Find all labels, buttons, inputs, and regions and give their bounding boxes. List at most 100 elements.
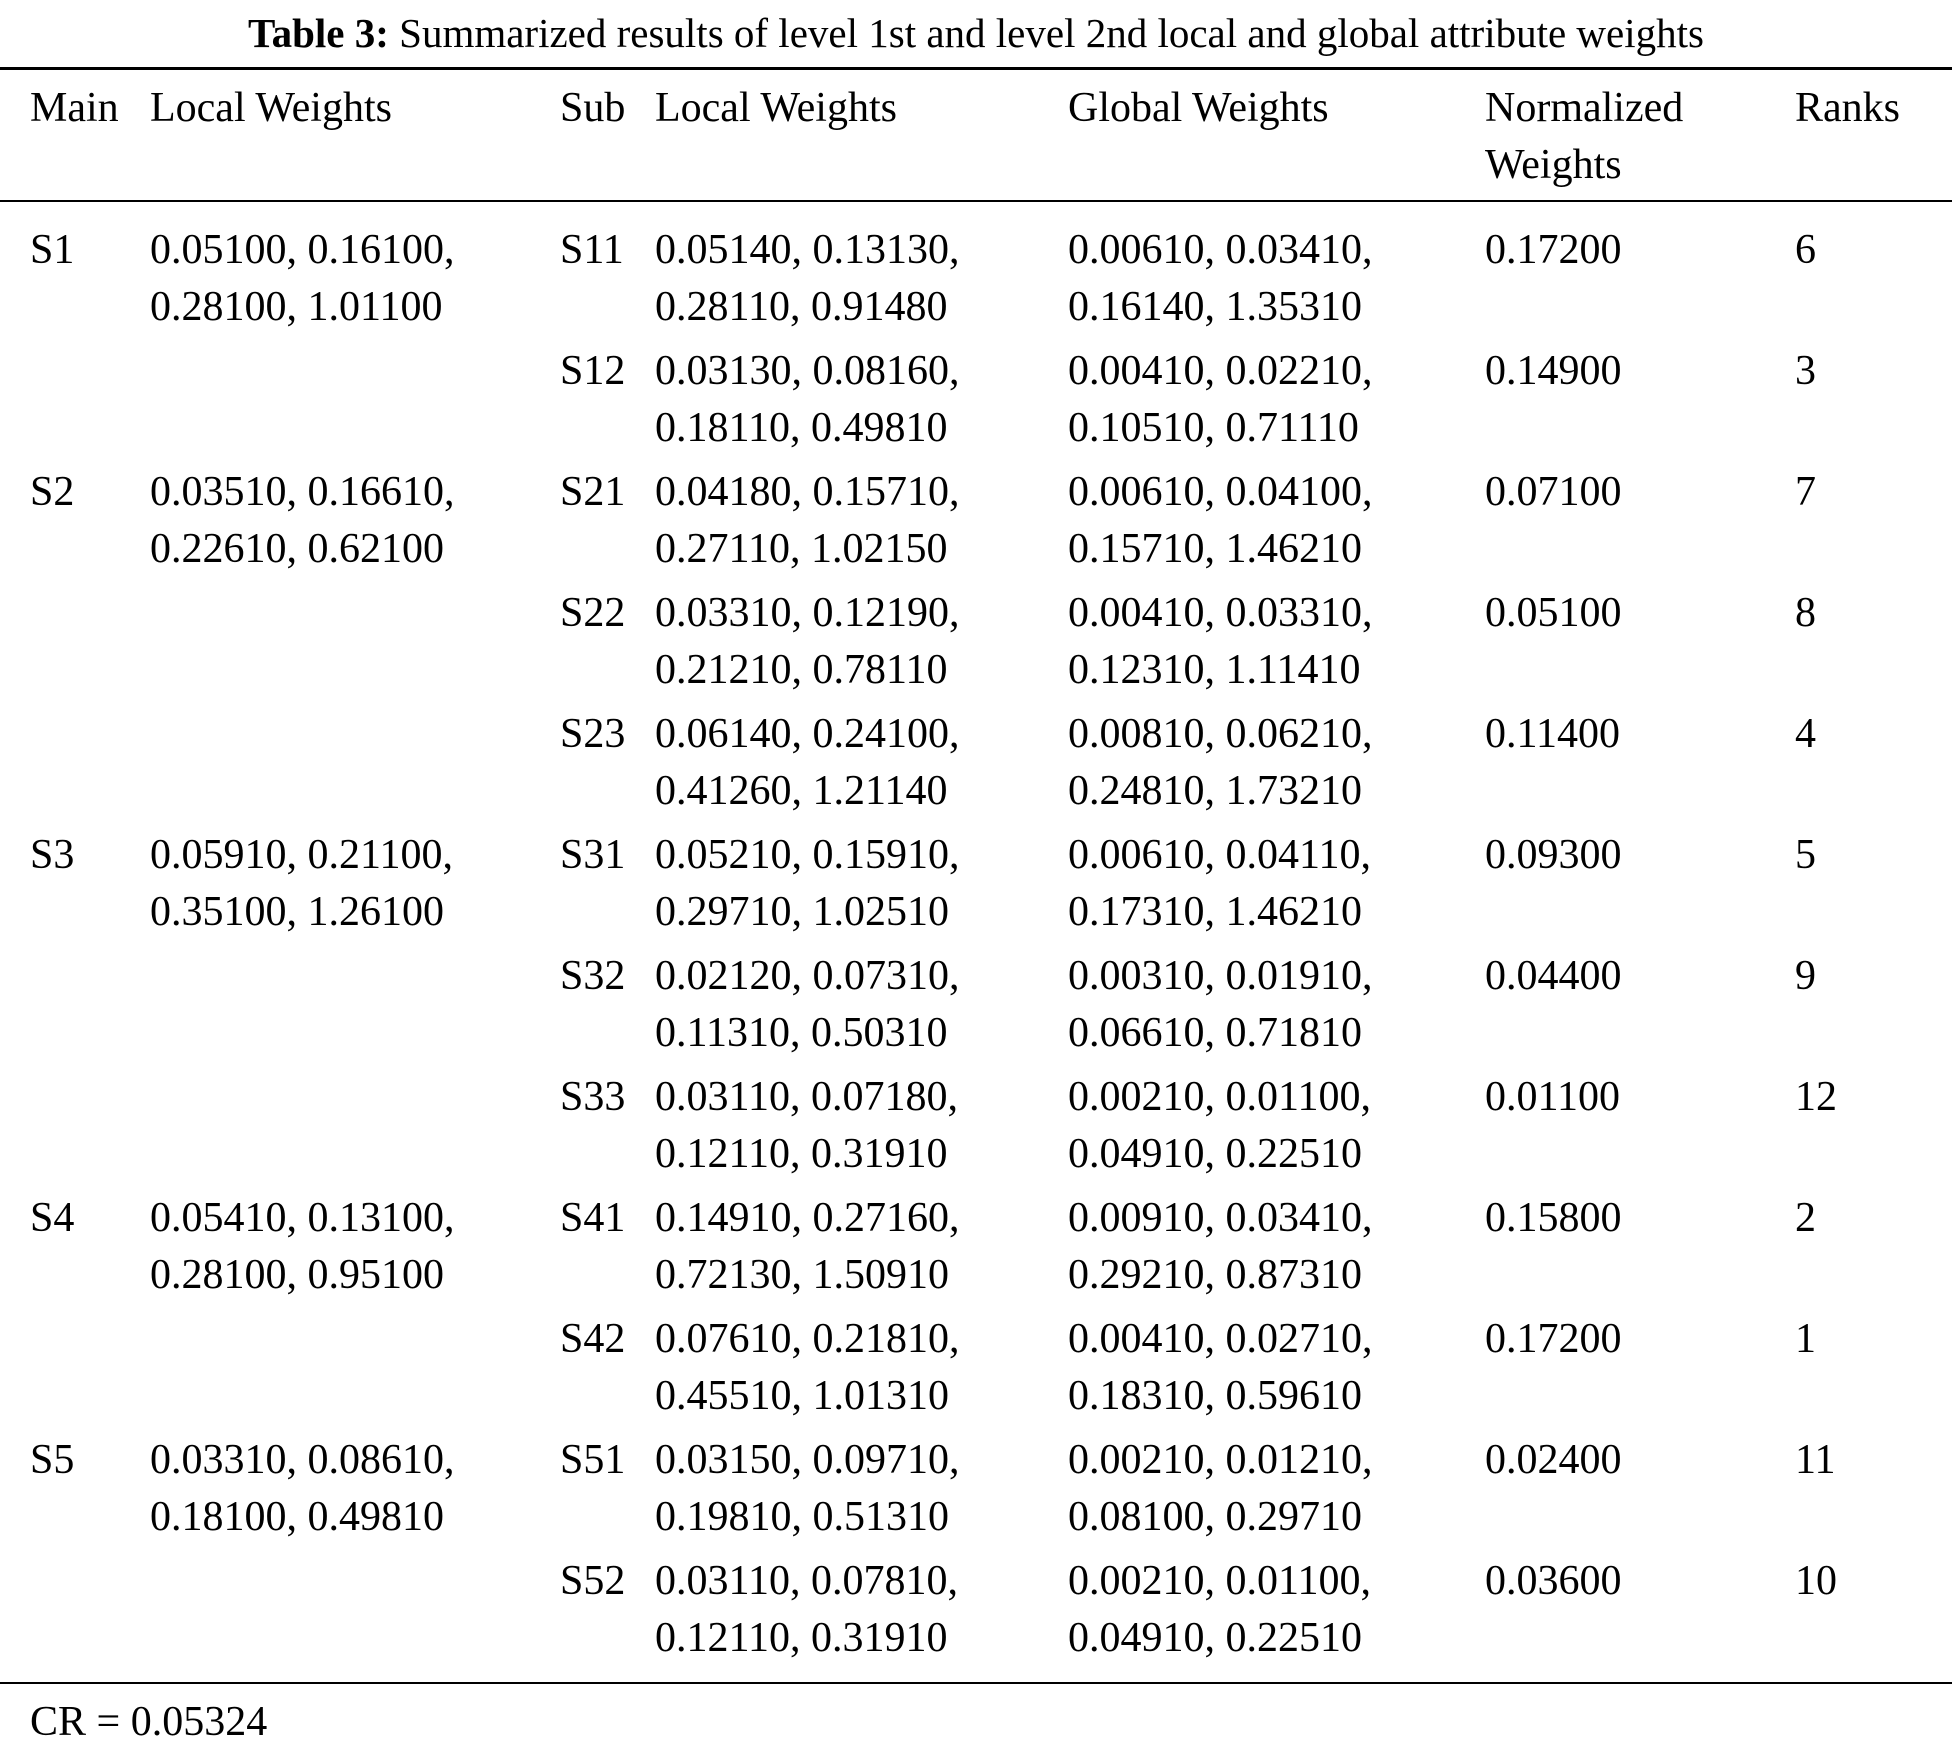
main-id-cell: S3 [30,832,75,878]
sub-local-weights-cell: 0.06140, 0.24100, 0.41260, 1.21140 [655,706,1068,820]
main-local-weights-cell: 0.03510, 0.16610, 0.22610, 0.62100 [150,464,560,578]
normalized-weights-cell: 0.15800 [1485,1195,1622,1241]
rank-cell: 4 [1795,711,1816,757]
table-body: S1 0.05100, 0.16100, 0.28100, 1.01100 S1… [0,202,1952,1682]
weights-line-2: 0.28110, 0.91480 [655,284,948,330]
weights-line-2: 0.18110, 0.49810 [655,405,948,451]
column-header-main: Main [30,85,119,131]
weights-line-2: 0.29210, 0.87310 [1068,1252,1362,1298]
weights-line-1: 0.00610, 0.03410, [1068,227,1373,273]
global-weights-cell: 0.00910, 0.03410, 0.29210, 0.87310 [1068,1190,1485,1304]
table-footer-rule [0,1682,1952,1684]
weights-line-1: 0.00810, 0.06210, [1068,711,1373,757]
main-id-cell: S5 [30,1437,75,1483]
normalized-weights-cell: 0.04400 [1485,953,1622,999]
main-id-cell [30,1311,150,1425]
table-row: S23 0.06140, 0.24100, 0.41260, 1.21140 0… [0,706,1952,820]
table-caption-text: Summarized results of level 1st and leve… [388,10,1704,56]
table-row: S42 0.07610, 0.21810, 0.45510, 1.01310 0… [0,1311,1952,1425]
main-local-weights-cell [150,1311,560,1425]
sub-id-cell: S31 [560,832,626,878]
weights-line-1: 0.00210, 0.01210, [1068,1437,1373,1483]
weights-line-2: 0.12310, 1.11410 [1068,647,1361,693]
weights-line-2: 0.11310, 0.50310 [655,1010,948,1056]
column-header-global-weights: Global Weights [1068,85,1329,131]
rank-cell: 12 [1795,1074,1837,1120]
sub-id-cell: S22 [560,590,626,636]
global-weights-cell: 0.00610, 0.04100, 0.15710, 1.46210 [1068,464,1485,578]
sub-local-weights-cell: 0.03110, 0.07180, 0.12110, 0.31910 [655,1069,1068,1183]
normalized-weights-cell: 0.01100 [1485,1074,1620,1120]
table-caption: Table 3: Summarized results of level 1st… [0,0,1952,67]
table-row: S22 0.03310, 0.12190, 0.21210, 0.78110 0… [0,585,1952,699]
weights-line-2: 0.17310, 1.46210 [1068,889,1362,935]
weights-line-2: 0.04910, 0.22510 [1068,1615,1362,1661]
main-local-weights-cell [150,1553,560,1667]
weights-line-1: 0.00610, 0.04110, [1068,832,1371,878]
weights-line-2: 0.45510, 1.01310 [655,1373,949,1419]
table-top-rule [0,67,1952,70]
sub-id-cell: S41 [560,1195,626,1241]
weights-line-1: 0.03130, 0.08160, [655,348,960,394]
weights-line-1: 0.00210, 0.01100, [1068,1558,1371,1604]
global-weights-cell: 0.00410, 0.02210, 0.10510, 0.71110 [1068,343,1485,457]
main-id-cell [30,1553,150,1667]
sub-local-weights-cell: 0.03150, 0.09710, 0.19810, 0.51310 [655,1432,1068,1546]
main-id-cell [30,706,150,820]
table-row: S32 0.02120, 0.07310, 0.11310, 0.50310 0… [0,948,1952,1062]
main-local-weights-cell [150,1069,560,1183]
weights-line-2: 0.08100, 0.29710 [1068,1494,1362,1540]
global-weights-cell: 0.00410, 0.03310, 0.12310, 1.11410 [1068,585,1485,699]
main-id-cell [30,1069,150,1183]
table-header-rule [0,200,1952,202]
main-local-weights-cell: 0.05410, 0.13100, 0.28100, 0.95100 [150,1190,560,1304]
sub-id-cell: S23 [560,711,626,757]
global-weights-cell: 0.00410, 0.02710, 0.18310, 0.59610 [1068,1311,1485,1425]
weights-line-1: 0.00410, 0.02710, [1068,1316,1373,1362]
column-header-sub-local-weights: Local Weights [655,85,897,131]
weights-line-2: 0.28100, 0.95100 [150,1252,444,1298]
main-local-weights-cell: 0.05100, 0.16100, 0.28100, 1.01100 [150,222,560,336]
weights-line-2: 0.41260, 1.21140 [655,768,948,814]
weights-line-2: 0.12110, 0.31910 [655,1615,948,1661]
rank-cell: 3 [1795,348,1816,394]
weights-line-1: 0.02120, 0.07310, [655,953,960,999]
table-row: S52 0.03110, 0.07810, 0.12110, 0.31910 0… [0,1553,1952,1667]
weights-line-2: 0.16140, 1.35310 [1068,284,1362,330]
global-weights-cell: 0.00610, 0.04110, 0.17310, 1.46210 [1068,827,1485,941]
weights-line-1: 0.03310, 0.08610, [150,1437,455,1483]
normalized-weights-cell: 0.05100 [1485,590,1622,636]
main-id-cell: S1 [30,227,75,273]
sub-local-weights-cell: 0.04180, 0.15710, 0.27110, 1.02150 [655,464,1068,578]
sub-id-cell: S51 [560,1437,626,1483]
weights-line-1: 0.00310, 0.01910, [1068,953,1373,999]
column-header-main-local-weights: Local Weights [150,85,392,131]
sub-local-weights-cell: 0.05210, 0.15910, 0.29710, 1.02510 [655,827,1068,941]
sub-local-weights-cell: 0.05140, 0.13130, 0.28110, 0.91480 [655,222,1068,336]
sub-local-weights-cell: 0.03130, 0.08160, 0.18110, 0.49810 [655,343,1068,457]
main-id-cell: S2 [30,469,75,515]
weights-line-2: 0.10510, 0.71110 [1068,405,1359,451]
table-row: S3 0.05910, 0.21100, 0.35100, 1.26100 S3… [0,827,1952,941]
rank-cell: 11 [1795,1437,1836,1483]
consistency-ratio-text: CR = 0.05324 [30,1699,268,1737]
main-id-cell [30,585,150,699]
table-caption-label: Table 3: [248,10,389,56]
rank-cell: 1 [1795,1316,1816,1362]
weights-line-1: 0.04180, 0.15710, [655,469,960,515]
table-row: S2 0.03510, 0.16610, 0.22610, 0.62100 S2… [0,464,1952,578]
weights-line-2: 0.06610, 0.71810 [1068,1010,1362,1056]
normalized-weights-cell: 0.02400 [1485,1437,1622,1483]
weights-line-1: 0.00410, 0.03310, [1068,590,1373,636]
global-weights-cell: 0.00210, 0.01210, 0.08100, 0.29710 [1068,1432,1485,1546]
weights-line-1: 0.00910, 0.03410, [1068,1195,1373,1241]
weights-line-1: 0.05100, 0.16100, [150,227,455,273]
sub-id-cell: S11 [560,227,624,273]
normalized-weights-cell: 0.09300 [1485,832,1622,878]
weights-line-2: 0.12110, 0.31910 [655,1131,948,1177]
table-row: S5 0.03310, 0.08610, 0.18100, 0.49810 S5… [0,1432,1952,1546]
table-header-row: Main Local Weights Sub Local Weights Glo… [0,70,1952,200]
weights-line-1: 0.00210, 0.01100, [1068,1074,1371,1120]
weights-line-1: 0.03310, 0.12190, [655,590,960,636]
weights-line-1: 0.03110, 0.07810, [655,1558,958,1604]
